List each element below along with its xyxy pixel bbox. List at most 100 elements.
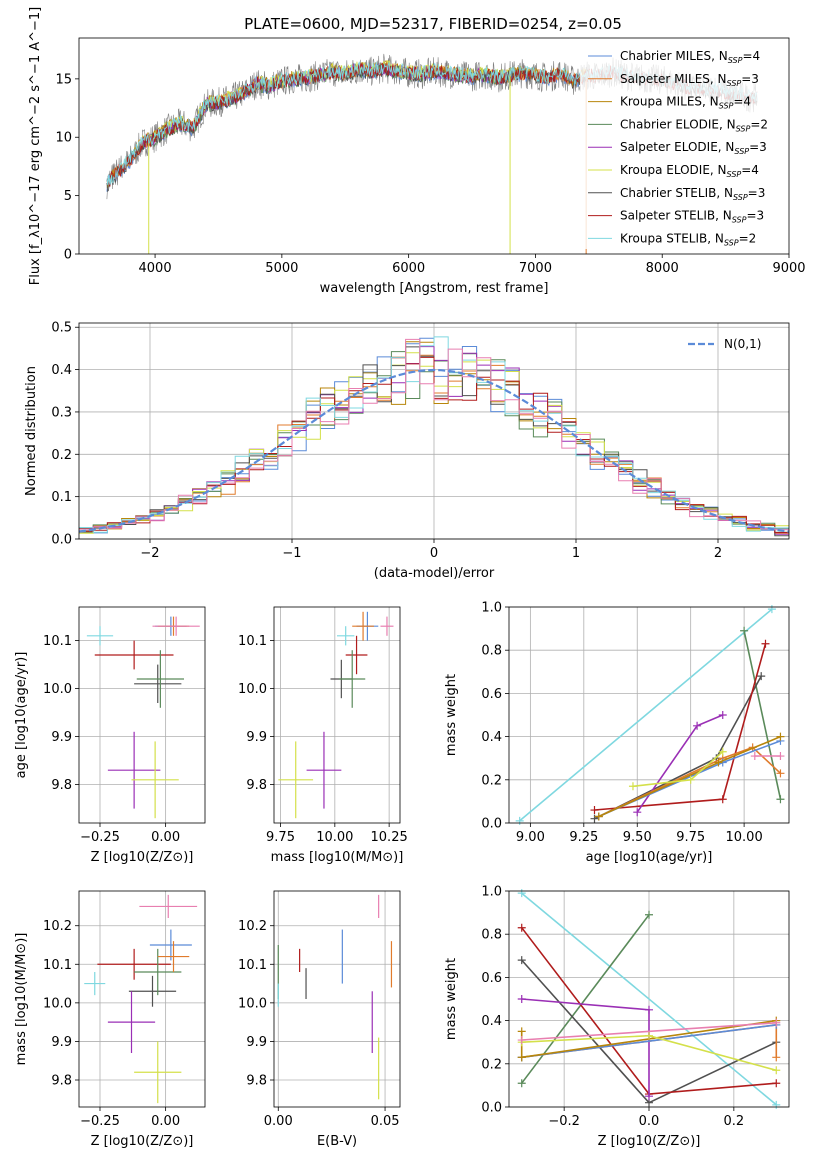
mass-age-grid xyxy=(274,607,400,823)
panels: 4000 5000 6000 7000 8000 9000051015wavelength… xyxy=(14,7,806,1149)
legend-label: Kroupa STELIB, NSSP=2 xyxy=(620,231,756,247)
z-age-frame xyxy=(78,606,206,824)
age-weight-axes: 9.00 9.25 9.50 9.75 10.00 0.0 0.2 0.4 0.6 0.8 1.0 a… xyxy=(444,601,790,865)
weight-marker xyxy=(750,752,759,761)
y-tick-label: 15 xyxy=(55,72,72,87)
errorbar-point xyxy=(149,929,192,961)
errorbar-point xyxy=(107,731,161,809)
x-tick-label: −1 xyxy=(282,546,301,561)
y-tick-label: 10.0 xyxy=(238,682,267,697)
y-tick-label: 10.1 xyxy=(43,958,72,973)
gaussian-legend-label: N(0,1) xyxy=(724,337,761,351)
z-age-plot xyxy=(86,616,200,819)
weight-marker xyxy=(645,1005,653,1014)
errorbar-point xyxy=(345,635,368,675)
weight-marker xyxy=(515,816,524,825)
weight-marker xyxy=(645,1031,653,1040)
errorbar-point xyxy=(278,741,314,819)
z-weight-frame xyxy=(508,890,790,1108)
x-tick-label: 1 xyxy=(572,546,580,561)
x-tick-label: 6000 xyxy=(392,261,425,276)
weight-marker xyxy=(517,1027,526,1036)
errorbar-point xyxy=(152,616,200,636)
y-tick-label: 5 xyxy=(64,189,72,204)
weight-marker xyxy=(633,808,642,817)
weight-marker xyxy=(776,732,785,741)
spectrum-frame xyxy=(78,37,790,255)
y-tick-label: 9.9 xyxy=(246,1035,267,1050)
y-tick-label: 0.6 xyxy=(481,971,502,986)
weight-marker xyxy=(628,782,637,791)
age-weight-frame xyxy=(508,606,790,824)
weight-marker xyxy=(772,1079,781,1088)
age-weight-grid xyxy=(509,606,789,824)
errorbar-point xyxy=(136,650,184,708)
weight-marker xyxy=(772,1053,781,1062)
x-tick-label: 9.75 xyxy=(266,830,295,845)
weight-marker xyxy=(594,812,603,821)
weight-line xyxy=(519,608,773,822)
weight-marker xyxy=(776,752,785,761)
y-tick-label: 10.2 xyxy=(43,919,72,934)
z-weight-plot xyxy=(517,889,781,1109)
weight-marker xyxy=(590,806,599,815)
weight-marker xyxy=(645,1092,653,1101)
weight-line xyxy=(521,914,650,1084)
x-tick-label: 10.00 xyxy=(726,830,763,845)
legend-label: Salpeter MILES, NSSP=3 xyxy=(620,72,759,88)
weight-line xyxy=(521,892,777,1106)
residual-histogram xyxy=(79,338,789,531)
weight-marker xyxy=(772,1100,781,1109)
y-tick-label: 10.0 xyxy=(238,996,267,1011)
y-tick-label: 9.9 xyxy=(51,1035,72,1050)
weight-marker xyxy=(718,747,727,756)
ebv-mass-grid xyxy=(274,891,400,1107)
y-tick-label: 10.1 xyxy=(43,634,72,649)
z-mass-xlabel: Z [log10(Z/Z⊙)] xyxy=(91,1134,194,1149)
weight-line xyxy=(598,746,782,818)
x-tick-label: 0.00 xyxy=(151,1114,180,1129)
y-tick-label: 0.0 xyxy=(481,1101,502,1116)
y-tick-label: 0.4 xyxy=(51,363,72,378)
legend-label: Salpeter ELODIE, NSSP=3 xyxy=(620,140,767,156)
errorbar-point xyxy=(84,972,106,996)
errorbar-point xyxy=(134,948,182,996)
residuals-axes: −2 −1 0 1 2 0.0 0.1 0.2 0.3 0.4 0.5 (data-model)/er… xyxy=(24,321,790,581)
errorbar-point xyxy=(128,975,177,1007)
x-tick-label: 9.50 xyxy=(623,830,652,845)
y-tick-label: 0.3 xyxy=(51,405,72,420)
weight-marker xyxy=(517,995,526,1003)
weight-marker xyxy=(740,626,749,635)
gaussian-curve xyxy=(78,368,790,533)
residuals-xlabel: (data-model)/error xyxy=(374,566,495,581)
x-tick-label: 9000 xyxy=(772,261,805,276)
spectrum-title: PLATE=0600, MJD=52317, FIBERID=0254, z=0… xyxy=(244,15,622,33)
y-tick-label: 0.4 xyxy=(481,730,502,745)
y-tick-label: 10.0 xyxy=(43,682,72,697)
x-tick-label: 0.0 xyxy=(639,1114,660,1129)
errorbar-point xyxy=(134,1041,182,1104)
weight-marker xyxy=(776,769,785,778)
weight-line xyxy=(743,630,782,800)
errorbar-point xyxy=(352,611,374,641)
y-tick-label: 1.0 xyxy=(481,885,502,900)
y-tick-label: 10.1 xyxy=(238,958,267,973)
errorbar-point xyxy=(337,626,355,646)
weight-marker xyxy=(693,721,702,730)
z-mass-plot xyxy=(84,894,198,1104)
weight-marker xyxy=(517,956,526,965)
legend-label: Kroupa ELODIE, NSSP=4 xyxy=(620,163,759,179)
y-tick-label: 0 xyxy=(64,248,72,263)
x-tick-label: 8000 xyxy=(646,261,679,276)
errorbar-point xyxy=(339,650,366,708)
y-tick-label: 0.8 xyxy=(481,644,502,659)
mass-age-plot xyxy=(278,611,394,819)
errorbar-point xyxy=(131,741,179,819)
weight-marker xyxy=(776,795,785,804)
y-tick-label: 0.2 xyxy=(51,448,72,463)
y-tick-label: 0.5 xyxy=(51,321,72,336)
x-tick-label: −0.25 xyxy=(80,830,120,845)
spectrum-xlabel: wavelength [Angstrom, rest frame] xyxy=(320,281,549,296)
x-tick-label: −0.2 xyxy=(548,1114,580,1129)
z-age-xlabel: Z [log10(Z/Z⊙)] xyxy=(91,850,194,865)
